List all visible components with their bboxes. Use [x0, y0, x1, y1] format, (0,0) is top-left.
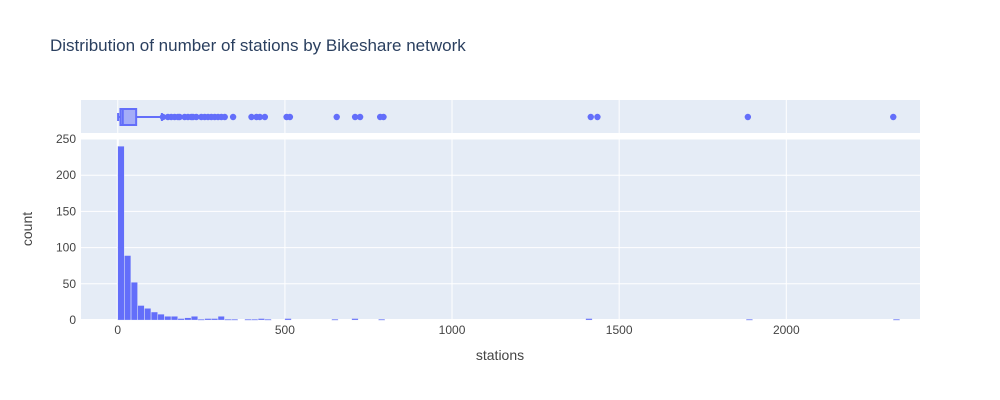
box-outlier-point	[333, 113, 340, 121]
histogram-bar	[258, 318, 265, 321]
histogram-bar	[171, 316, 178, 321]
histogram-bar	[197, 319, 205, 321]
histogram-bar	[177, 318, 185, 321]
box-outlier-point	[587, 113, 594, 121]
histogram-bar	[585, 318, 593, 321]
box-outlier-point	[380, 113, 387, 121]
y-axis-ticks: 0 50 100 150 200 250	[56, 132, 76, 327]
histogram-bar	[144, 308, 152, 321]
histogram-bar	[224, 319, 232, 321]
box-outlier-point	[744, 113, 752, 121]
histogram-bar	[264, 319, 272, 321]
x-tick-label: 1500	[606, 323, 633, 337]
histogram-bar	[191, 316, 198, 321]
box-outlier-point	[229, 113, 237, 121]
histogram-bar	[130, 282, 138, 321]
box-iqr	[119, 108, 138, 126]
x-tick-label: 500	[275, 323, 295, 337]
histogram-bar	[117, 146, 125, 321]
histogram-bar	[231, 319, 238, 321]
histogram-bar	[217, 316, 225, 321]
box-outlier-point	[159, 113, 167, 121]
x-axis-label: stations	[476, 347, 524, 363]
y-axis-label: count	[19, 212, 35, 246]
histogram-plot-area	[81, 139, 920, 320]
box-outlier-point	[248, 113, 255, 121]
histogram-bar	[351, 318, 359, 321]
y-tick-label: 50	[63, 277, 77, 291]
histogram-bars	[117, 146, 900, 321]
x-tick-label: 0	[114, 323, 121, 337]
histogram-bar	[137, 305, 145, 321]
box-outlier-point	[221, 113, 228, 121]
box-outlier-point	[256, 113, 264, 121]
y-tick-label: 0	[69, 313, 76, 327]
chart-title: Distribution of number of stations by Bi…	[50, 36, 466, 55]
y-tick-label: 250	[56, 132, 76, 146]
box-outlier-point	[286, 113, 294, 121]
x-axis-ticks: 0 500 1000 1500 2000	[114, 323, 800, 337]
histogram-bar	[244, 319, 252, 321]
x-tick-label: 1000	[439, 323, 466, 337]
histogram-bar	[251, 319, 259, 321]
histogram-bar	[284, 318, 292, 321]
histogram-bar	[124, 255, 131, 321]
box-outlier-point	[351, 113, 359, 121]
box-outlier-point	[176, 113, 183, 121]
histogram-bar	[331, 319, 339, 321]
y-tick-label: 200	[56, 168, 76, 182]
histogram-bar	[184, 317, 192, 321]
histogram-bar	[157, 314, 165, 321]
box-outlier-point	[890, 113, 897, 121]
histogram-bar	[746, 319, 753, 321]
histogram-bar	[893, 319, 900, 321]
histogram-bar	[211, 318, 218, 321]
x-tick-label: 2000	[773, 323, 800, 337]
y-tick-label: 100	[56, 241, 76, 255]
box-outlier-point	[594, 113, 601, 121]
box-outlier-point	[193, 113, 200, 121]
box-outlier-point	[356, 113, 364, 121]
histogram-bar	[151, 311, 158, 321]
marginal-box-plot	[117, 108, 897, 126]
box-outlier-point	[261, 113, 269, 121]
histogram-bar	[378, 319, 386, 321]
histogram-bar	[204, 318, 212, 321]
y-tick-label: 150	[56, 204, 76, 218]
histogram-bar	[164, 316, 172, 321]
